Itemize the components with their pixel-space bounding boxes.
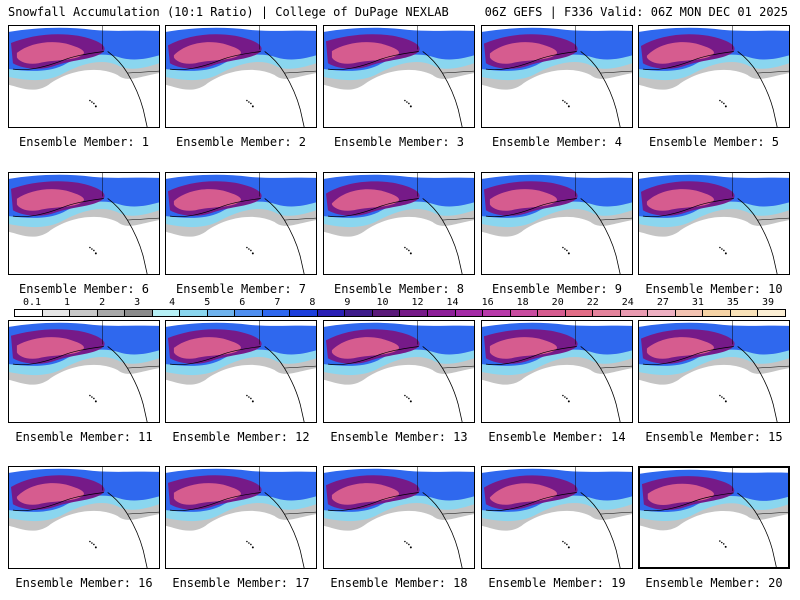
ensemble-member-12-label: Ensemble Member: 12 — [172, 430, 310, 444]
colorbar-swatch — [15, 310, 43, 316]
colorbar-label: 20 — [551, 297, 564, 308]
colorbar-swatch — [758, 310, 785, 316]
ensemble-member-12-map[interactable] — [165, 320, 317, 423]
colorbar-label: 7 — [274, 297, 281, 308]
colorbar-swatch — [372, 310, 401, 316]
ensemble-member-16-label: Ensemble Member: 16 — [15, 576, 153, 590]
colorbar-label: 0.1 — [22, 297, 42, 308]
ensemble-member-2-label: Ensemble Member: 2 — [175, 135, 307, 149]
colorbar-label: 35 — [726, 297, 739, 308]
colorbar-label: 4 — [169, 297, 176, 308]
ensemble-member-11-map[interactable] — [8, 320, 160, 423]
colorbar-label: 1 — [64, 297, 71, 308]
snowfall-colorbar: 0.1 1 2 3 4 5 6 7 8 9 10 12 14 16 18 20 22 24 27 31 35 39 — [14, 297, 786, 318]
colorbar-label: 2 — [99, 297, 106, 308]
colorbar-swatch — [97, 310, 126, 316]
ensemble-member-7-map[interactable] — [165, 172, 317, 275]
ensemble-member-6-label: Ensemble Member: 6 — [18, 282, 150, 296]
ensemble-member-16-map[interactable] — [8, 466, 160, 569]
colorbar-swatch — [42, 310, 71, 316]
ensemble-member-13-label: Ensemble Member: 13 — [330, 430, 468, 444]
colorbar-label: 10 — [376, 297, 389, 308]
colorbar-swatch — [510, 310, 539, 316]
colorbar-label: 12 — [411, 297, 424, 308]
ensemble-member-4-map[interactable] — [481, 25, 633, 128]
colorbar-swatch — [427, 310, 456, 316]
colorbar-swatch — [620, 310, 649, 316]
colorbar-swatch — [317, 310, 346, 316]
colorbar-label: 24 — [621, 297, 634, 308]
colorbar-swatch — [565, 310, 594, 316]
ensemble-member-19-map[interactable] — [481, 466, 633, 569]
colorbar-swatch — [400, 310, 428, 316]
ensemble-member-7-label: Ensemble Member: 7 — [175, 282, 307, 296]
colorbar-label: 27 — [656, 297, 669, 308]
colorbar-swatch — [125, 310, 153, 316]
ensemble-member-8-label: Ensemble Member: 8 — [333, 282, 465, 296]
ensemble-member-20-map[interactable] — [638, 466, 790, 569]
map-header: Snowfall Accumulation (10:1 Ratio) | Col… — [0, 0, 800, 24]
colorbar-swatch — [538, 310, 566, 316]
ensemble-member-13-map[interactable] — [323, 320, 475, 423]
colorbar-swatch — [290, 310, 318, 316]
ensemble-member-10-map[interactable] — [638, 172, 790, 275]
ensemble-member-3-map[interactable] — [323, 25, 475, 128]
colorbar-label: 8 — [309, 297, 316, 308]
ensemble-member-20-label: Ensemble Member: 20 — [645, 576, 783, 590]
ensemble-member-5-map[interactable] — [638, 25, 790, 128]
ensemble-member-15-map[interactable] — [638, 320, 790, 423]
colorbar-swatch — [730, 310, 759, 316]
valid-time-label: 06Z GEFS | F336 Valid: 06Z MON DEC 01 20… — [484, 5, 788, 19]
colorbar-swatches — [14, 309, 786, 317]
colorbar-label: 16 — [481, 297, 494, 308]
colorbar-swatch — [345, 310, 373, 316]
colorbar-swatch — [648, 310, 676, 316]
colorbar-labels: 0.1 1 2 3 4 5 6 7 8 9 10 12 14 16 18 20 22 24 27 31 35 39 — [14, 297, 786, 309]
ensemble-member-11-label: Ensemble Member: 11 — [15, 430, 153, 444]
ensemble-member-10-label: Ensemble Member: 10 — [645, 282, 783, 296]
ensemble-member-9-map[interactable] — [481, 172, 633, 275]
ensemble-member-14-map[interactable] — [481, 320, 633, 423]
map-title: Snowfall Accumulation (10:1 Ratio) | Col… — [8, 5, 449, 19]
colorbar-label: 18 — [516, 297, 529, 308]
ensemble-member-14-label: Ensemble Member: 14 — [488, 430, 626, 444]
ensemble-member-1-map[interactable] — [8, 25, 160, 128]
colorbar-label: 3 — [134, 297, 141, 308]
colorbar-swatch — [593, 310, 621, 316]
colorbar-swatch — [483, 310, 511, 316]
colorbar-swatch — [703, 310, 731, 316]
colorbar-swatch — [180, 310, 208, 316]
colorbar-swatch — [455, 310, 484, 316]
ensemble-member-6-map[interactable] — [8, 172, 160, 275]
ensemble-member-9-label: Ensemble Member: 9 — [491, 282, 623, 296]
ensemble-member-2-map[interactable] — [165, 25, 317, 128]
ensemble-member-17-map[interactable] — [165, 466, 317, 569]
ensemble-member-8-map[interactable] — [323, 172, 475, 275]
ensemble-member-18-map[interactable] — [323, 466, 475, 569]
colorbar-label: 14 — [446, 297, 459, 308]
colorbar-swatch — [235, 310, 263, 316]
ensemble-member-18-label: Ensemble Member: 18 — [330, 576, 468, 590]
colorbar-swatch — [70, 310, 98, 316]
colorbar-label: 31 — [691, 297, 704, 308]
colorbar-label: 5 — [204, 297, 211, 308]
colorbar-label: 9 — [344, 297, 351, 308]
colorbar-label: 39 — [761, 297, 775, 308]
ensemble-member-4-label: Ensemble Member: 4 — [491, 135, 623, 149]
ensemble-member-3-label: Ensemble Member: 3 — [333, 135, 465, 149]
ensemble-member-19-label: Ensemble Member: 19 — [488, 576, 626, 590]
colorbar-swatch — [262, 310, 291, 316]
ensemble-member-5-label: Ensemble Member: 5 — [648, 135, 780, 149]
colorbar-swatch — [152, 310, 181, 316]
colorbar-label: 22 — [586, 297, 599, 308]
ensemble-member-15-label: Ensemble Member: 15 — [645, 430, 783, 444]
colorbar-swatch — [207, 310, 236, 316]
colorbar-label: 6 — [239, 297, 246, 308]
colorbar-swatch — [675, 310, 704, 316]
ensemble-member-17-label: Ensemble Member: 17 — [172, 576, 310, 590]
ensemble-member-1-label: Ensemble Member: 1 — [18, 135, 150, 149]
